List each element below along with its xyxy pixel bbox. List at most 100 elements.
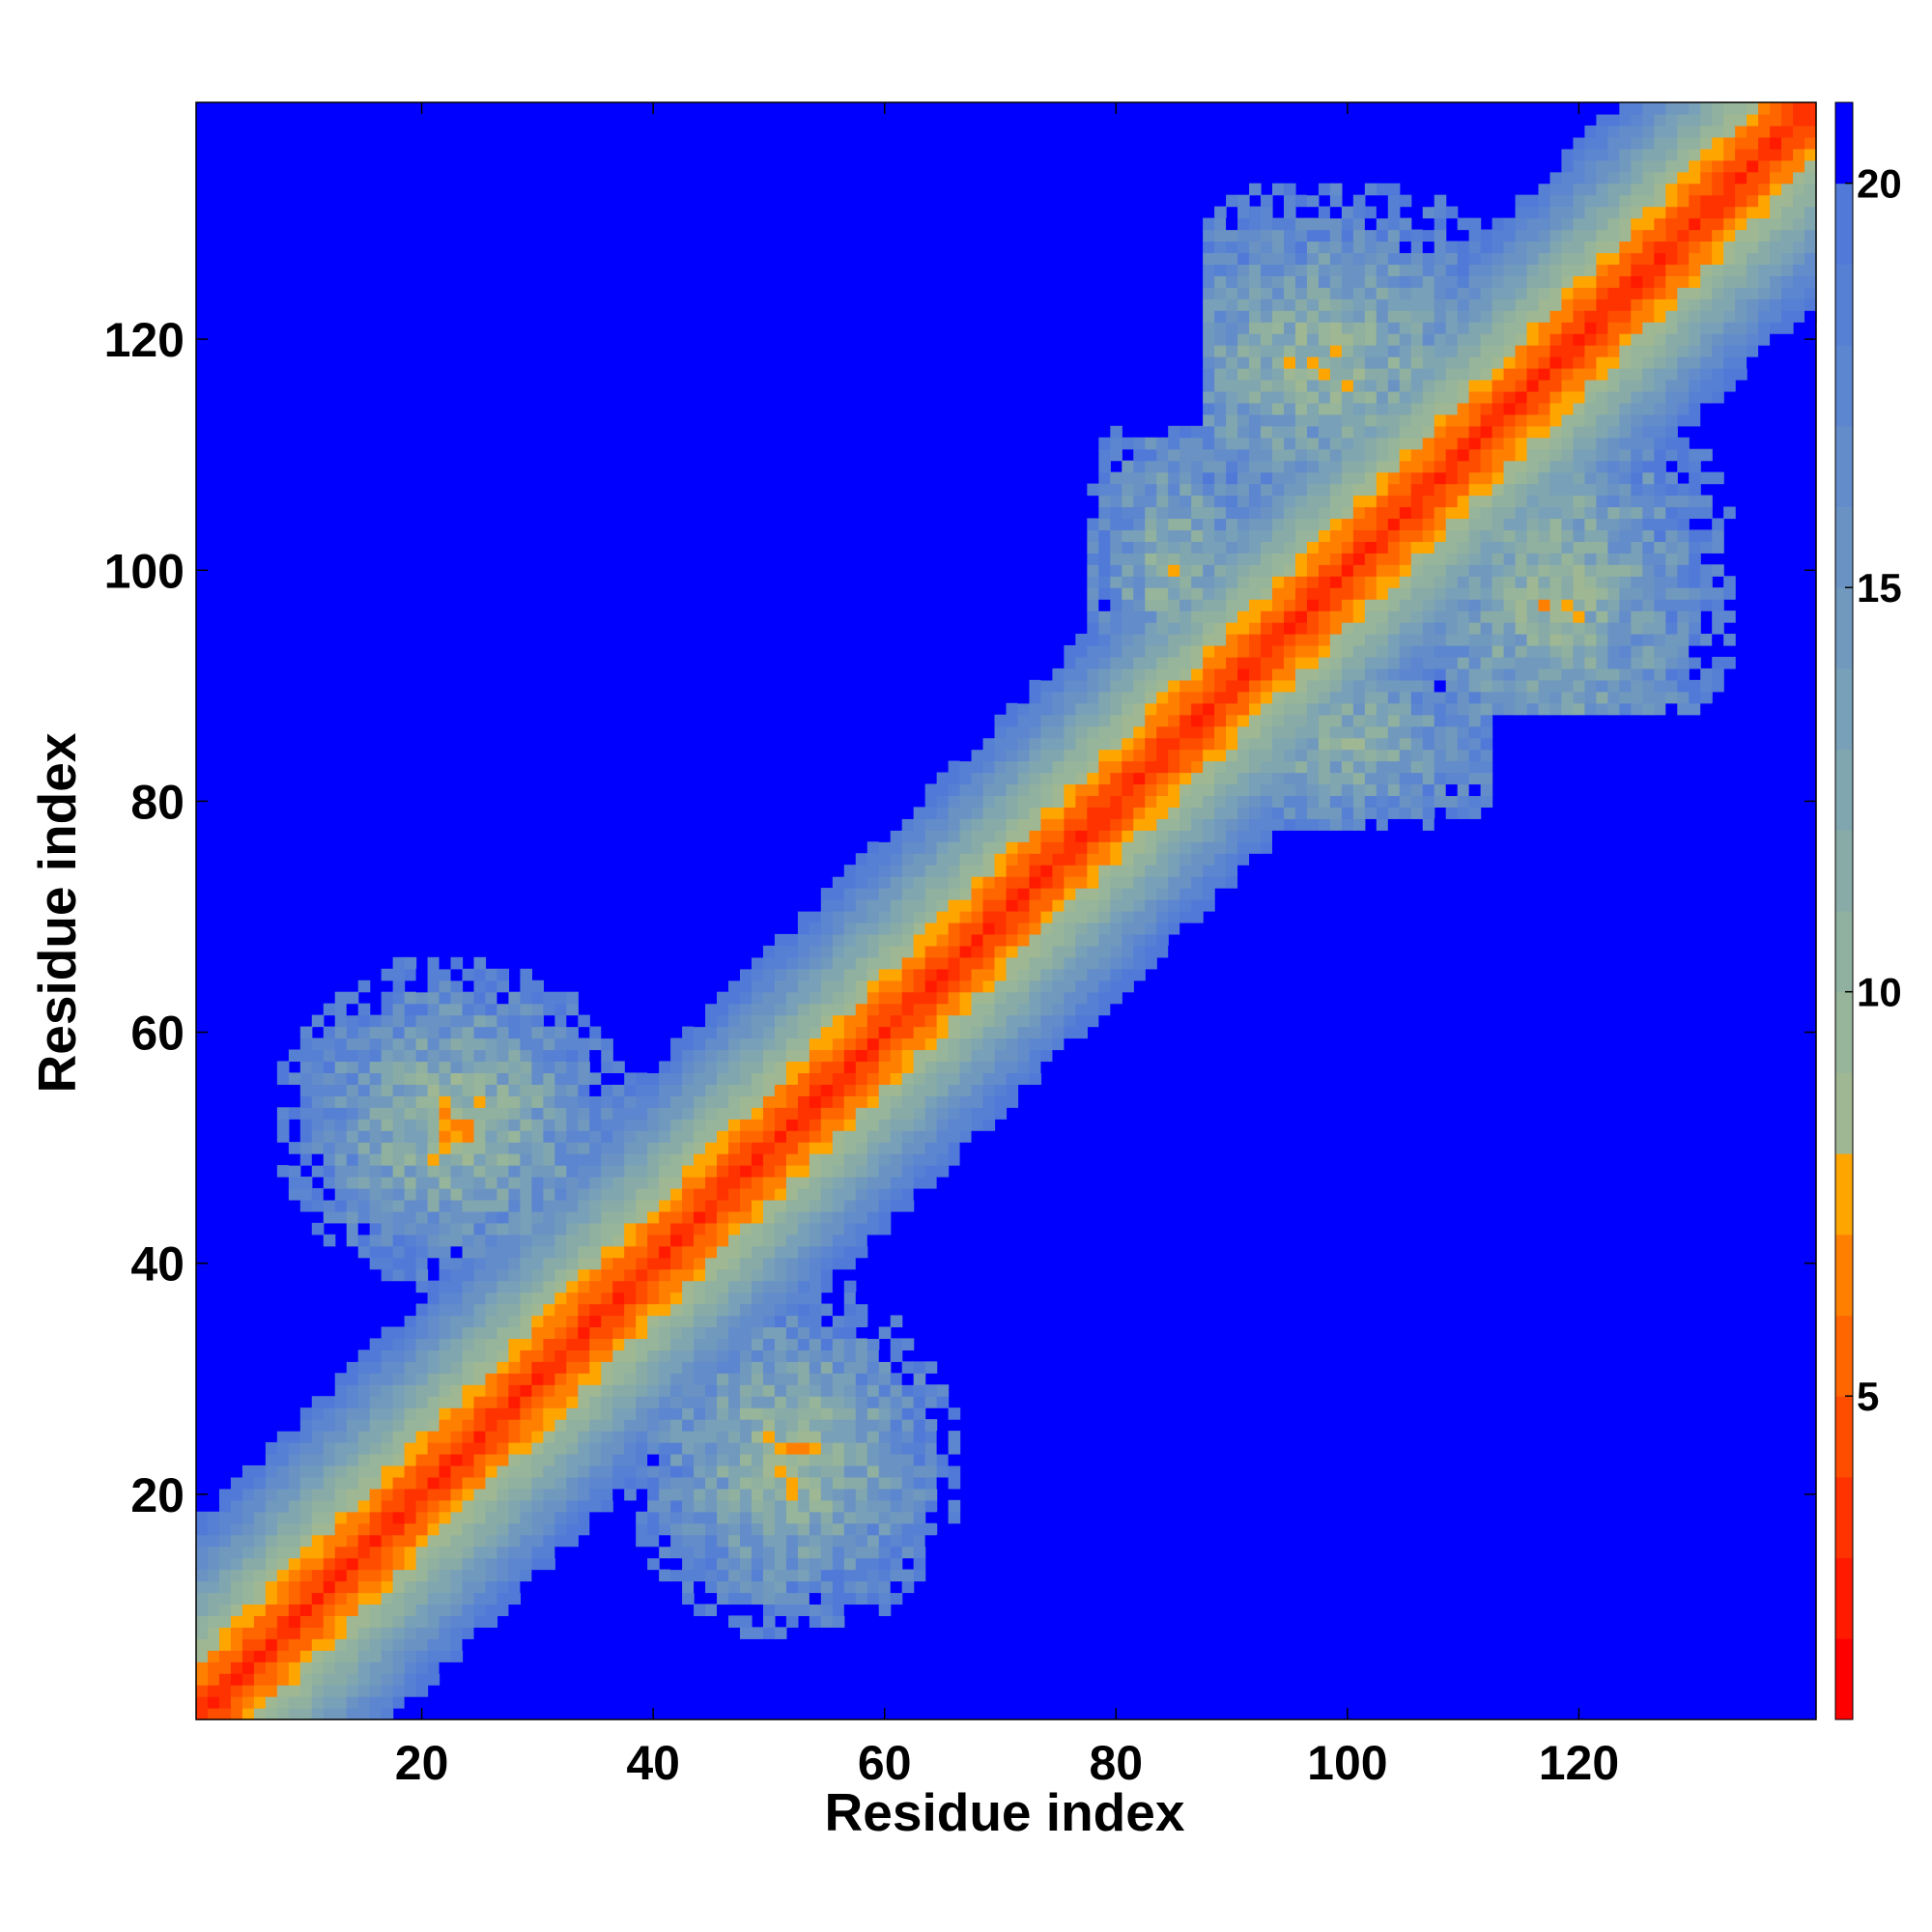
heatmap-cell bbox=[809, 1592, 822, 1605]
heatmap-cell bbox=[820, 1084, 834, 1096]
heatmap-cell bbox=[1029, 749, 1042, 762]
heatmap-cell bbox=[1168, 865, 1180, 877]
heatmap-cell bbox=[578, 1199, 590, 1212]
heatmap-cell bbox=[878, 1396, 892, 1408]
heatmap-cell bbox=[1341, 656, 1354, 669]
heatmap-cell bbox=[473, 1199, 487, 1212]
heatmap-cell bbox=[299, 1407, 313, 1420]
heatmap-cell bbox=[982, 841, 996, 854]
heatmap-cell bbox=[751, 1580, 764, 1594]
heatmap-cell bbox=[728, 1419, 741, 1432]
heatmap-cell bbox=[427, 1546, 440, 1559]
heatmap-cell bbox=[843, 1476, 857, 1490]
heatmap-cell bbox=[334, 1511, 348, 1524]
heatmap-cell bbox=[1364, 634, 1378, 646]
heatmap-cell bbox=[739, 1268, 753, 1282]
heatmap-cell bbox=[867, 1350, 880, 1362]
heatmap-cell bbox=[311, 1165, 325, 1178]
heatmap-cell bbox=[566, 1373, 579, 1385]
heatmap-cell bbox=[288, 1431, 301, 1443]
heatmap-cell bbox=[1294, 553, 1308, 565]
heatmap-cell bbox=[936, 841, 950, 854]
heatmap-cell bbox=[843, 1177, 857, 1189]
heatmap-cell bbox=[1017, 888, 1031, 900]
heatmap-cell bbox=[462, 1546, 475, 1559]
heatmap-cell bbox=[392, 1338, 406, 1350]
heatmap-cell bbox=[948, 1153, 961, 1166]
heatmap-cell bbox=[531, 980, 544, 993]
heatmap-cell bbox=[878, 841, 892, 854]
heatmap-cell bbox=[473, 1407, 487, 1420]
heatmap-cell bbox=[624, 1199, 637, 1212]
heatmap-cell bbox=[311, 1119, 325, 1131]
heatmap-cell bbox=[670, 1511, 683, 1524]
heatmap-cell bbox=[1064, 945, 1076, 958]
heatmap-cell bbox=[636, 1442, 648, 1455]
heatmap-cell bbox=[1203, 518, 1215, 531]
heatmap-cell bbox=[901, 1003, 915, 1016]
heatmap-cell bbox=[705, 991, 718, 1005]
heatmap-cell bbox=[832, 1107, 845, 1120]
heatmap-cell bbox=[1237, 737, 1250, 751]
heatmap-cell bbox=[439, 1084, 452, 1096]
heatmap-cell bbox=[982, 1072, 996, 1085]
heatmap-cell bbox=[1133, 656, 1146, 669]
heatmap-cell bbox=[1145, 576, 1157, 588]
heatmap-cell bbox=[1040, 1014, 1054, 1028]
heatmap-cell bbox=[694, 1534, 706, 1548]
heatmap-cell bbox=[1168, 644, 1180, 658]
heatmap-cell bbox=[1191, 818, 1204, 831]
heatmap-cell bbox=[404, 1499, 417, 1513]
heatmap-cell bbox=[1191, 795, 1204, 808]
heatmap-cell bbox=[659, 1419, 671, 1432]
heatmap-cell bbox=[473, 1049, 487, 1063]
heatmap-cell bbox=[797, 1061, 810, 1073]
heatmap-cell bbox=[762, 1604, 776, 1616]
heatmap-cell bbox=[427, 1673, 440, 1686]
heatmap-cell bbox=[1191, 506, 1204, 520]
heatmap-cell bbox=[485, 1210, 498, 1224]
heatmap-cell bbox=[543, 1384, 555, 1397]
heatmap-cell bbox=[276, 1696, 290, 1709]
heatmap-cell bbox=[647, 1546, 660, 1559]
heatmap-cell bbox=[427, 980, 440, 993]
heatmap-cell bbox=[508, 1522, 521, 1536]
heatmap-cell bbox=[462, 1453, 475, 1466]
heatmap-cell bbox=[1110, 888, 1122, 900]
heatmap-cell bbox=[427, 1245, 440, 1259]
heatmap-cell bbox=[543, 1361, 555, 1374]
heatmap-cell bbox=[520, 1522, 532, 1536]
heatmap-cell bbox=[1110, 807, 1122, 819]
heatmap-cell bbox=[1191, 656, 1204, 669]
heatmap-cell bbox=[1110, 760, 1122, 774]
heatmap-cell bbox=[1306, 448, 1320, 462]
heatmap-cell bbox=[878, 1026, 892, 1039]
heatmap-cell bbox=[497, 1453, 510, 1466]
heatmap-cell bbox=[820, 1604, 834, 1616]
heatmap-cell bbox=[1352, 495, 1366, 508]
heatmap-cell bbox=[913, 1373, 926, 1385]
heatmap-cell bbox=[948, 1431, 961, 1443]
heatmap-cell bbox=[346, 1373, 359, 1385]
heatmap-cell bbox=[843, 1187, 857, 1201]
heatmap-cell bbox=[520, 1095, 532, 1108]
heatmap-cell bbox=[878, 956, 892, 970]
heatmap-cell bbox=[299, 1177, 313, 1189]
heatmap-cell bbox=[1040, 980, 1054, 993]
heatmap-cell bbox=[311, 1569, 325, 1582]
heatmap-cell bbox=[1168, 587, 1180, 600]
heatmap-cell bbox=[1352, 553, 1366, 565]
heatmap-cell bbox=[531, 1464, 544, 1478]
heatmap-cell bbox=[809, 1464, 822, 1478]
heatmap-cell bbox=[670, 1061, 683, 1073]
heatmap-cell bbox=[1306, 402, 1320, 415]
heatmap-cell bbox=[334, 1084, 348, 1096]
heatmap-cell bbox=[473, 1569, 487, 1582]
heatmap-cell bbox=[739, 1049, 753, 1063]
heatmap-cell bbox=[1133, 933, 1146, 947]
heatmap-cell bbox=[1191, 437, 1204, 450]
heatmap-cell bbox=[1075, 795, 1088, 808]
heatmap-cell bbox=[392, 1685, 406, 1697]
heatmap-cell bbox=[1352, 345, 1366, 357]
heatmap-cell bbox=[404, 991, 417, 1005]
